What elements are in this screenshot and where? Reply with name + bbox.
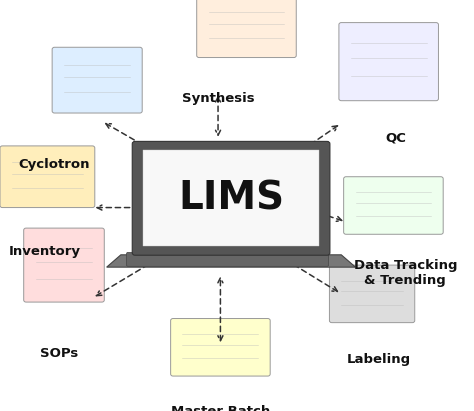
Polygon shape — [107, 255, 356, 267]
FancyBboxPatch shape — [127, 252, 328, 266]
Text: Master Batch
Records: Master Batch Records — [171, 405, 270, 411]
Text: QC: QC — [385, 132, 406, 145]
Text: Data Tracking
& Trending: Data Tracking & Trending — [354, 259, 457, 287]
Text: Inventory: Inventory — [9, 245, 81, 258]
FancyBboxPatch shape — [329, 265, 415, 323]
FancyBboxPatch shape — [0, 146, 95, 208]
FancyBboxPatch shape — [197, 0, 296, 58]
Text: SOPs: SOPs — [40, 347, 78, 360]
FancyBboxPatch shape — [52, 47, 142, 113]
FancyBboxPatch shape — [24, 228, 104, 302]
Text: Labeling: Labeling — [347, 353, 411, 367]
FancyBboxPatch shape — [339, 23, 438, 101]
FancyBboxPatch shape — [143, 150, 319, 246]
FancyBboxPatch shape — [132, 141, 330, 255]
FancyBboxPatch shape — [344, 177, 443, 234]
FancyBboxPatch shape — [171, 319, 270, 376]
Text: LIMS: LIMS — [178, 179, 284, 217]
Text: Cyclotron: Cyclotron — [19, 158, 90, 171]
Text: Synthesis: Synthesis — [182, 92, 255, 106]
